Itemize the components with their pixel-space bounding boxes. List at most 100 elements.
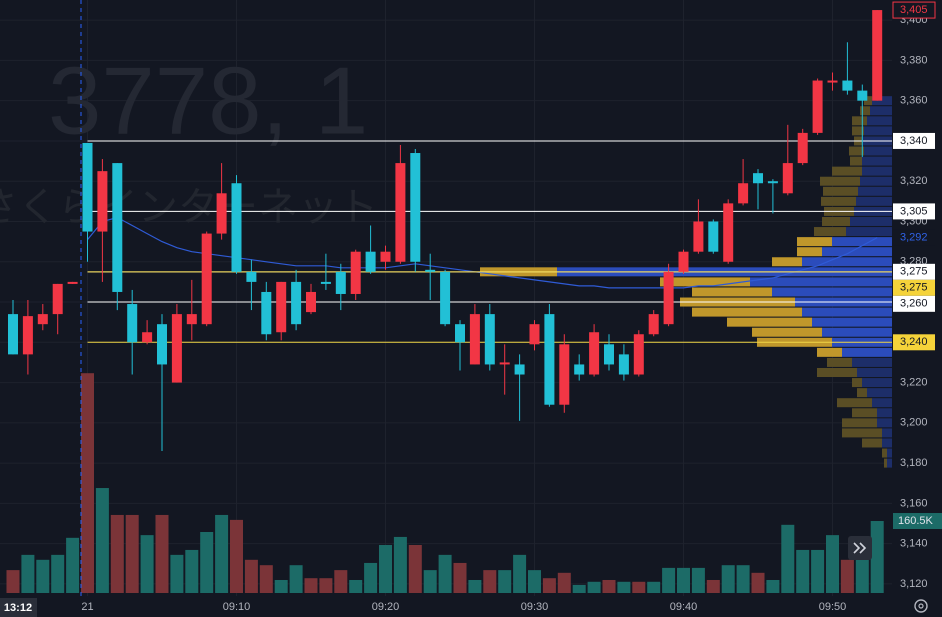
volume-bar [542,578,556,593]
candle-body [410,153,421,262]
volume-bar [155,514,169,593]
profile-up [772,257,802,267]
y-tick-label: 3,180 [900,457,928,469]
scroll-button[interactable] [848,536,872,560]
candle-body [589,332,600,375]
profile-down [862,156,892,166]
profile-up [692,307,802,317]
volume-marker-box [893,513,942,530]
profile-up [852,126,864,136]
volume-bar [140,535,154,593]
profile-down [857,368,892,377]
candle-body [499,362,510,365]
candle-body [857,90,868,101]
candle-body [335,271,346,294]
price-marker-label: 3,405 [900,4,928,16]
candle-body [276,281,287,333]
profile-up [797,237,832,247]
profile-up [842,418,877,428]
price-marker-box [893,132,935,149]
volume-bar [6,570,20,593]
volume-bar [393,536,407,593]
profile-down [887,448,892,458]
candle-body [648,314,659,335]
candle-body [559,344,570,405]
volume-bar [259,565,273,593]
candle-body [514,364,525,375]
profile-up [832,166,862,176]
crosshair-label-box [0,598,37,617]
profile-down [802,307,892,317]
candle-body [767,181,778,184]
volume-bar [706,579,720,593]
candle-body [723,203,734,262]
volume-bar [572,584,586,593]
volume-bar [513,554,527,593]
candle-body [142,332,153,343]
profile-down [860,176,892,186]
profile-down [822,247,892,257]
volume-bar [557,572,571,593]
x-tick-label: 09:50 [819,601,847,613]
profile-up [860,106,870,116]
candle-body [320,281,331,284]
candle-body [440,271,451,325]
price-marker-box [893,263,935,280]
candle-body [708,221,719,252]
x-tick-label: 09:40 [670,601,698,613]
candle-body [455,324,465,343]
volume-bar [751,572,765,593]
y-tick-label: 3,220 [900,376,928,388]
candle-body [37,314,48,325]
candle-body [22,316,33,355]
x-tick-label: 09:30 [521,601,549,613]
candle-body [812,80,823,133]
x-tick-label: 09:20 [372,601,400,613]
price-marker-box [893,334,935,351]
candle-body [231,183,242,272]
volume-bar [408,545,422,593]
crosshair-label: 13:12 [4,602,32,614]
volume-bar [349,579,363,593]
profile-up [822,216,850,226]
volume-bar [632,581,646,593]
profile-up [817,347,842,357]
candle-body [872,10,883,101]
volume-bar [274,579,288,593]
profile-up [842,428,882,438]
watermark: 3778, 1 [48,47,368,154]
price-marker-label: 3,340 [900,135,928,147]
price-marker-label: 3,240 [900,336,928,348]
profile-down [822,327,892,337]
profile-down [856,196,892,206]
profile-up [820,176,860,186]
volume-bar [840,559,854,593]
candle-body [306,291,316,313]
price-marker-box [893,279,935,296]
profile-down [862,166,892,176]
candle-body [663,271,674,325]
volume-bar [319,578,333,593]
volume-bar [736,565,750,593]
profile-down [887,458,892,468]
profile-down [850,216,892,226]
volume-bar [691,567,705,593]
x-tick-label: 21 [81,601,93,613]
volume-bar [498,570,512,593]
profile-up [857,388,867,398]
candle-body [753,173,763,184]
candle-body [112,163,123,292]
volume-bar [51,554,65,593]
settings-button[interactable] [914,599,928,613]
price-marker-box [892,1,936,19]
candle-body [8,314,18,355]
volume-bar [110,514,124,593]
profile-down [750,277,892,287]
volume-bar [617,581,631,593]
profile-up [852,378,862,388]
profile-up [814,227,846,237]
price-marker-label: 3,292 [900,232,928,244]
candle-body [291,281,302,325]
volume-bar [781,524,795,593]
